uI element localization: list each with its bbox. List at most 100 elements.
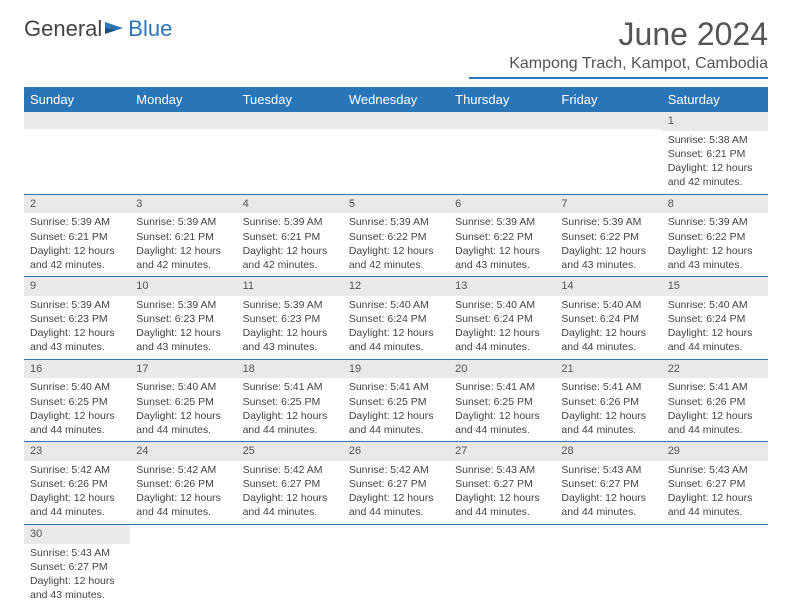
calendar-cell: 6Sunrise: 5:39 AMSunset: 6:22 PMDaylight… bbox=[449, 194, 555, 277]
sunset-text: Sunset: 6:25 PM bbox=[136, 395, 230, 409]
calendar-cell: 28Sunrise: 5:43 AMSunset: 6:27 PMDayligh… bbox=[555, 442, 661, 525]
day-body: Sunrise: 5:39 AMSunset: 6:21 PMDaylight:… bbox=[130, 213, 236, 276]
day-body: Sunrise: 5:39 AMSunset: 6:23 PMDaylight:… bbox=[130, 296, 236, 359]
day-body: Sunrise: 5:38 AMSunset: 6:21 PMDaylight:… bbox=[662, 131, 768, 194]
daylight-text: Daylight: 12 hours and 44 minutes. bbox=[349, 326, 443, 354]
calendar-cell: 22Sunrise: 5:41 AMSunset: 6:26 PMDayligh… bbox=[662, 359, 768, 442]
page-title: June 2024 bbox=[469, 16, 768, 53]
calendar-week: 23Sunrise: 5:42 AMSunset: 6:26 PMDayligh… bbox=[24, 442, 768, 525]
calendar-cell: 24Sunrise: 5:42 AMSunset: 6:26 PMDayligh… bbox=[130, 442, 236, 525]
calendar-cell bbox=[555, 524, 661, 606]
calendar-cell: 20Sunrise: 5:41 AMSunset: 6:25 PMDayligh… bbox=[449, 359, 555, 442]
sunrise-text: Sunrise: 5:39 AM bbox=[455, 215, 549, 229]
calendar-cell: 29Sunrise: 5:43 AMSunset: 6:27 PMDayligh… bbox=[662, 442, 768, 525]
calendar-cell bbox=[237, 524, 343, 606]
day-body: Sunrise: 5:39 AMSunset: 6:23 PMDaylight:… bbox=[24, 296, 130, 359]
daylight-text: Daylight: 12 hours and 42 minutes. bbox=[30, 244, 124, 272]
day-number: 8 bbox=[662, 195, 768, 214]
day-number: 30 bbox=[24, 525, 130, 544]
sunset-text: Sunset: 6:22 PM bbox=[349, 230, 443, 244]
day-body: Sunrise: 5:41 AMSunset: 6:25 PMDaylight:… bbox=[237, 378, 343, 441]
sunset-text: Sunset: 6:23 PM bbox=[243, 312, 337, 326]
sunset-text: Sunset: 6:27 PM bbox=[561, 477, 655, 491]
calendar-cell: 5Sunrise: 5:39 AMSunset: 6:22 PMDaylight… bbox=[343, 194, 449, 277]
daylight-text: Daylight: 12 hours and 44 minutes. bbox=[455, 409, 549, 437]
sunrise-text: Sunrise: 5:43 AM bbox=[561, 463, 655, 477]
day-body: Sunrise: 5:39 AMSunset: 6:21 PMDaylight:… bbox=[24, 213, 130, 276]
day-body: Sunrise: 5:40 AMSunset: 6:24 PMDaylight:… bbox=[555, 296, 661, 359]
calendar-cell: 8Sunrise: 5:39 AMSunset: 6:22 PMDaylight… bbox=[662, 194, 768, 277]
daylight-text: Daylight: 12 hours and 43 minutes. bbox=[455, 244, 549, 272]
daylight-text: Daylight: 12 hours and 42 minutes. bbox=[136, 244, 230, 272]
day-number-blank bbox=[343, 112, 449, 129]
sunrise-text: Sunrise: 5:42 AM bbox=[30, 463, 124, 477]
day-header: Tuesday bbox=[237, 87, 343, 112]
sunrise-text: Sunrise: 5:39 AM bbox=[349, 215, 443, 229]
calendar-cell bbox=[343, 112, 449, 194]
logo-text-general: General bbox=[24, 16, 102, 42]
calendar-cell: 14Sunrise: 5:40 AMSunset: 6:24 PMDayligh… bbox=[555, 277, 661, 360]
day-body: Sunrise: 5:40 AMSunset: 6:24 PMDaylight:… bbox=[662, 296, 768, 359]
logo: General Blue bbox=[24, 16, 172, 42]
daylight-text: Daylight: 12 hours and 43 minutes. bbox=[243, 326, 337, 354]
sunset-text: Sunset: 6:23 PM bbox=[136, 312, 230, 326]
calendar-cell: 21Sunrise: 5:41 AMSunset: 6:26 PMDayligh… bbox=[555, 359, 661, 442]
daylight-text: Daylight: 12 hours and 44 minutes. bbox=[349, 409, 443, 437]
daylight-text: Daylight: 12 hours and 44 minutes. bbox=[243, 409, 337, 437]
calendar-cell bbox=[449, 112, 555, 194]
sunrise-text: Sunrise: 5:39 AM bbox=[136, 298, 230, 312]
sunset-text: Sunset: 6:21 PM bbox=[136, 230, 230, 244]
daylight-text: Daylight: 12 hours and 43 minutes. bbox=[668, 244, 762, 272]
day-number: 6 bbox=[449, 195, 555, 214]
day-body: Sunrise: 5:39 AMSunset: 6:22 PMDaylight:… bbox=[662, 213, 768, 276]
day-number: 3 bbox=[130, 195, 236, 214]
day-number: 1 bbox=[662, 112, 768, 131]
day-body: Sunrise: 5:40 AMSunset: 6:24 PMDaylight:… bbox=[449, 296, 555, 359]
sunset-text: Sunset: 6:27 PM bbox=[349, 477, 443, 491]
daylight-text: Daylight: 12 hours and 43 minutes. bbox=[30, 326, 124, 354]
sunrise-text: Sunrise: 5:43 AM bbox=[668, 463, 762, 477]
day-header-row: Sunday Monday Tuesday Wednesday Thursday… bbox=[24, 87, 768, 112]
daylight-text: Daylight: 12 hours and 42 minutes. bbox=[349, 244, 443, 272]
calendar-week: 9Sunrise: 5:39 AMSunset: 6:23 PMDaylight… bbox=[24, 277, 768, 360]
sunset-text: Sunset: 6:22 PM bbox=[561, 230, 655, 244]
day-body: Sunrise: 5:39 AMSunset: 6:21 PMDaylight:… bbox=[237, 213, 343, 276]
calendar-cell: 7Sunrise: 5:39 AMSunset: 6:22 PMDaylight… bbox=[555, 194, 661, 277]
calendar-cell: 11 Sunrise: 5:39 AMSunset: 6:23 PMDayligh… bbox=[237, 277, 343, 360]
calendar-cell: 17Sunrise: 5:40 AMSunset: 6:25 PMDayligh… bbox=[130, 359, 236, 442]
calendar-cell bbox=[555, 112, 661, 194]
day-body: Sunrise: 5:42 AMSunset: 6:27 PMDaylight:… bbox=[237, 461, 343, 524]
sunset-text: Sunset: 6:22 PM bbox=[668, 230, 762, 244]
sunrise-text: Sunrise: 5:40 AM bbox=[455, 298, 549, 312]
sunrise-text: Sunrise: 5:43 AM bbox=[30, 546, 124, 560]
day-number: 28 bbox=[555, 442, 661, 461]
day-body: Sunrise: 5:42 AMSunset: 6:26 PMDaylight:… bbox=[24, 461, 130, 524]
sunrise-text: Sunrise: 5:41 AM bbox=[243, 380, 337, 394]
day-body: Sunrise: 5:40 AMSunset: 6:24 PMDaylight:… bbox=[343, 296, 449, 359]
daylight-text: Daylight: 12 hours and 44 minutes. bbox=[243, 491, 337, 519]
day-number: 17 bbox=[130, 360, 236, 379]
day-number: 16 bbox=[24, 360, 130, 379]
day-number: 15 bbox=[662, 277, 768, 296]
sunset-text: Sunset: 6:27 PM bbox=[243, 477, 337, 491]
day-number: 11 bbox=[237, 277, 343, 296]
calendar-cell bbox=[24, 112, 130, 194]
day-body: Sunrise: 5:41 AMSunset: 6:26 PMDaylight:… bbox=[662, 378, 768, 441]
daylight-text: Daylight: 12 hours and 43 minutes. bbox=[30, 574, 124, 602]
day-number: 24 bbox=[130, 442, 236, 461]
sunrise-text: Sunrise: 5:39 AM bbox=[243, 215, 337, 229]
daylight-text: Daylight: 12 hours and 44 minutes. bbox=[561, 326, 655, 354]
sunrise-text: Sunrise: 5:39 AM bbox=[30, 298, 124, 312]
calendar-cell bbox=[449, 524, 555, 606]
sunset-text: Sunset: 6:25 PM bbox=[349, 395, 443, 409]
day-header: Thursday bbox=[449, 87, 555, 112]
day-number-blank bbox=[24, 112, 130, 129]
header: General Blue June 2024 Kampong Trach, Ka… bbox=[24, 16, 768, 79]
day-number: 21 bbox=[555, 360, 661, 379]
sunset-text: Sunset: 6:24 PM bbox=[561, 312, 655, 326]
day-body: Sunrise: 5:40 AMSunset: 6:25 PMDaylight:… bbox=[24, 378, 130, 441]
calendar-cell: 1Sunrise: 5:38 AMSunset: 6:21 PMDaylight… bbox=[662, 112, 768, 194]
sunrise-text: Sunrise: 5:39 AM bbox=[243, 298, 337, 312]
calendar-week: 16Sunrise: 5:40 AMSunset: 6:25 PMDayligh… bbox=[24, 359, 768, 442]
sunrise-text: Sunrise: 5:41 AM bbox=[668, 380, 762, 394]
